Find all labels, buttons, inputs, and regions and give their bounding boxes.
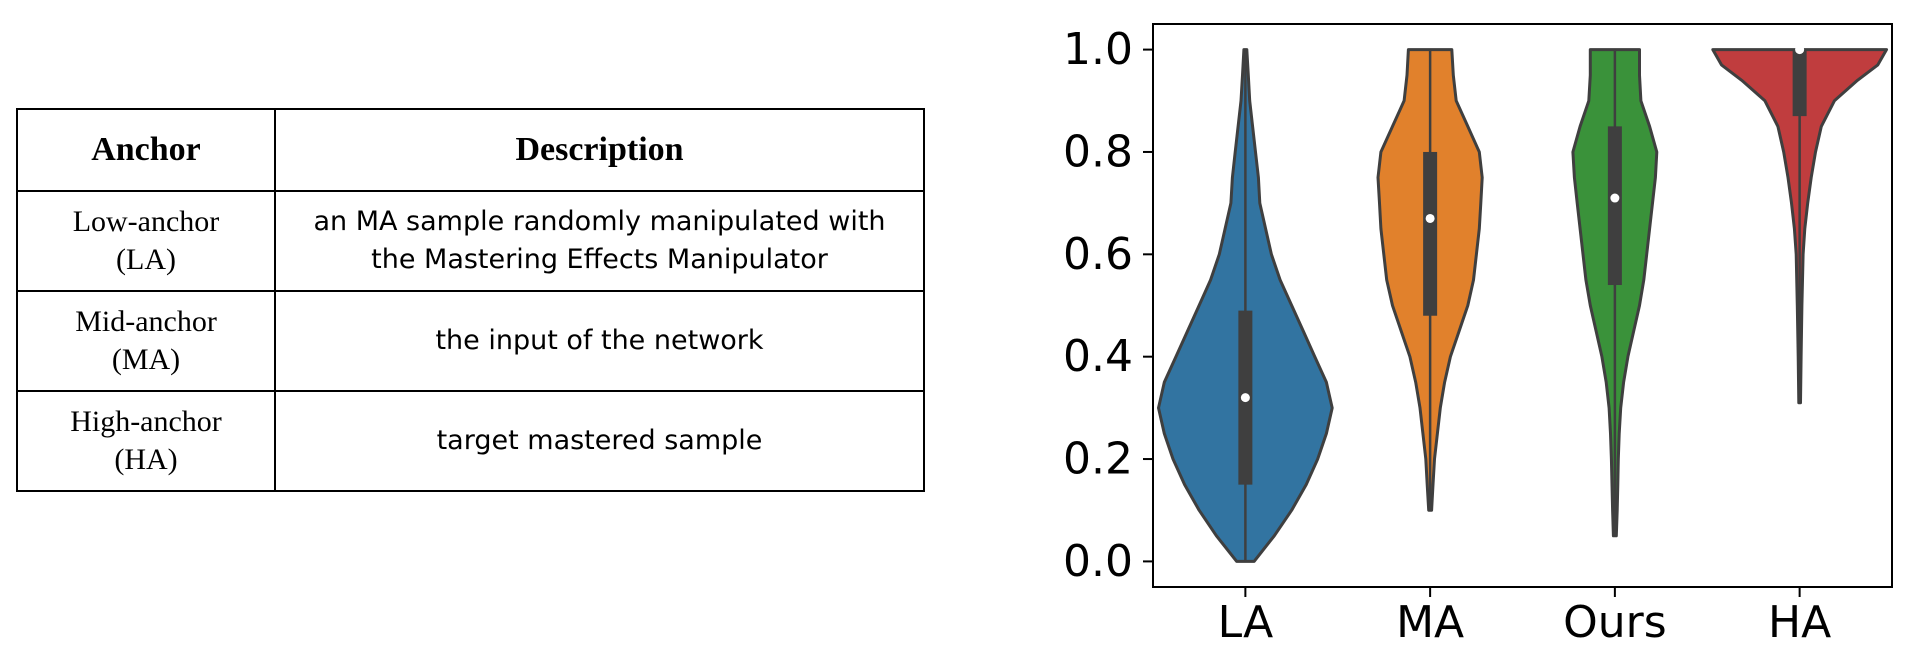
description-cell: target mastered sample bbox=[274, 390, 925, 492]
y-axis: 0.0 0.2 0.4 0.6 0.8 1.0 bbox=[1063, 24, 1153, 587]
plot-frame bbox=[1152, 23, 1893, 588]
description-line: target mastered sample bbox=[436, 425, 763, 456]
y-tick-label: 0.2 bbox=[1063, 434, 1133, 485]
header-description: Description bbox=[274, 108, 925, 192]
anchor-cell: High-anchor (HA) bbox=[16, 390, 276, 492]
median-point-la bbox=[1240, 393, 1250, 403]
header-anchor: Anchor bbox=[16, 108, 276, 192]
x-axis: LA MA Ours HA bbox=[1218, 587, 1831, 648]
median-point-ours bbox=[1610, 193, 1620, 203]
description-line: the Mastering Effects Manipulator bbox=[371, 244, 828, 275]
violin-chart: 0.0 0.2 0.4 0.6 0.8 1.0 LA MA Ours HA bbox=[1063, 23, 1893, 648]
anchor-table: Anchor Description Low-anchor (LA) an MA… bbox=[16, 108, 925, 492]
description-line: the input of the network bbox=[435, 325, 764, 356]
anchor-cell: Low-anchor (LA) bbox=[16, 190, 276, 292]
anchor-abbrev: (MA) bbox=[111, 343, 181, 376]
table-header-row: Anchor Description bbox=[16, 108, 925, 192]
iqr-box-ma bbox=[1423, 151, 1438, 316]
anchor-abbrev: (LA) bbox=[116, 243, 176, 276]
table-row: Mid-anchor (MA) the input of the network bbox=[16, 290, 925, 392]
table-row: Low-anchor (LA) an MA sample randomly ma… bbox=[16, 190, 925, 292]
table-row: High-anchor (HA) target mastered sample bbox=[16, 390, 925, 492]
y-tick-label: 0.8 bbox=[1063, 126, 1133, 177]
median-point-ha bbox=[1795, 45, 1805, 55]
x-tick-label: HA bbox=[1768, 597, 1831, 648]
description-cell: an MA sample randomly manipulated with t… bbox=[274, 190, 925, 292]
anchor-cell: Mid-anchor (MA) bbox=[16, 290, 276, 392]
description-line: an MA sample randomly manipulated with bbox=[313, 206, 886, 237]
x-tick-label: LA bbox=[1218, 597, 1274, 648]
anchor-abbrev: (HA) bbox=[114, 443, 178, 476]
y-tick-label: 1.0 bbox=[1063, 24, 1133, 75]
description-cell: the input of the network bbox=[274, 290, 925, 392]
median-point-ma bbox=[1425, 213, 1435, 223]
y-tick-label: 0.0 bbox=[1063, 536, 1133, 587]
violins-group bbox=[1157, 45, 1888, 563]
y-tick-label: 0.6 bbox=[1063, 229, 1133, 280]
iqr-box-ha bbox=[1792, 49, 1807, 117]
x-tick-label: Ours bbox=[1563, 597, 1667, 648]
x-tick-label: MA bbox=[1396, 597, 1464, 648]
anchor-name: Low-anchor bbox=[72, 205, 220, 238]
iqr-box-ours bbox=[1607, 126, 1622, 286]
anchor-name: Mid-anchor bbox=[75, 305, 217, 338]
anchor-name: High-anchor bbox=[70, 405, 222, 438]
y-tick-label: 0.4 bbox=[1063, 331, 1133, 382]
